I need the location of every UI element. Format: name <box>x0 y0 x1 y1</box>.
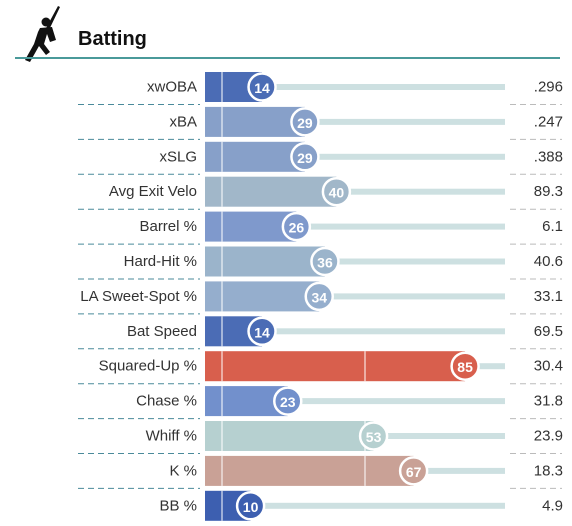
percentile-label: 85 <box>457 359 473 375</box>
track <box>205 502 505 509</box>
bar <box>205 106 305 137</box>
percentile-circle <box>290 142 320 172</box>
track <box>205 188 505 195</box>
percentile-label: 40 <box>329 185 345 201</box>
track <box>205 258 505 265</box>
bar <box>205 351 466 382</box>
percentile-label: 14 <box>254 80 270 96</box>
percentile-label: 29 <box>297 150 313 166</box>
stat-value: 18.3 <box>534 462 563 479</box>
track <box>205 153 505 160</box>
metric-label: Bat Speed <box>127 323 197 340</box>
stat-value: 33.1 <box>534 288 563 305</box>
stat-value: .388 <box>534 148 563 165</box>
percentile-circle <box>398 456 429 486</box>
metric-label: Barrel % <box>139 218 197 235</box>
track <box>205 118 505 125</box>
percentile-label: 23 <box>280 394 296 410</box>
percentile-label: 10 <box>243 499 259 515</box>
stat-value: 6.1 <box>542 218 563 235</box>
percentile-label: 26 <box>289 220 305 236</box>
stat-value: .247 <box>534 113 563 130</box>
percentile-circle <box>235 491 266 521</box>
percentile-circle <box>281 211 312 242</box>
stat-value: 23.9 <box>534 428 563 445</box>
percentile-circle <box>358 421 389 451</box>
bar <box>205 281 320 312</box>
percentile-label: 36 <box>317 255 333 271</box>
bar <box>205 141 305 172</box>
track <box>205 398 505 405</box>
percentile-circle <box>321 176 352 207</box>
batter-icon <box>25 6 60 62</box>
metric-label: Whiff % <box>146 428 197 445</box>
track <box>205 293 505 300</box>
metric-label: xwOBA <box>147 79 197 96</box>
metric-label: xSLG <box>159 148 197 165</box>
metric-label: Chase % <box>136 393 197 410</box>
percentile-circle <box>290 107 320 137</box>
metric-label: LA Sweet-Spot % <box>80 288 197 305</box>
stat-value: 69.5 <box>534 323 563 340</box>
stat-value: 30.4 <box>534 358 563 375</box>
percentile-circle <box>304 281 334 312</box>
metric-label: BB % <box>159 497 197 514</box>
percentile-circle <box>273 386 303 416</box>
metric-label: xBA <box>169 113 197 130</box>
stat-value: .296 <box>534 79 563 96</box>
stat-value: 89.3 <box>534 183 563 200</box>
stat-value: 4.9 <box>542 497 563 514</box>
metric-label: K % <box>169 462 197 479</box>
percentile-label: 14 <box>254 324 270 340</box>
track <box>205 223 505 230</box>
chart-title: Batting <box>78 28 147 50</box>
metric-label: Avg Exit Velo <box>109 183 197 200</box>
bar <box>205 455 414 486</box>
percentile-circle <box>310 246 340 277</box>
bar <box>205 246 325 277</box>
track <box>205 84 505 90</box>
percentile-label: 29 <box>297 115 313 131</box>
track <box>205 328 505 335</box>
percentile-label: 53 <box>366 429 382 445</box>
bar <box>205 211 297 242</box>
stat-value: 40.6 <box>534 253 563 270</box>
bar <box>205 421 374 451</box>
bar <box>205 176 337 207</box>
stat-value: 31.8 <box>534 393 563 410</box>
percentile-circle <box>247 316 277 347</box>
percentile-label: 67 <box>406 464 422 480</box>
percentile-circle <box>450 351 480 381</box>
metric-label: Squared-Up % <box>99 358 197 375</box>
metric-label: Hard-Hit % <box>124 253 197 270</box>
percentile-label: 34 <box>311 289 327 305</box>
percentile-circle <box>247 72 277 102</box>
